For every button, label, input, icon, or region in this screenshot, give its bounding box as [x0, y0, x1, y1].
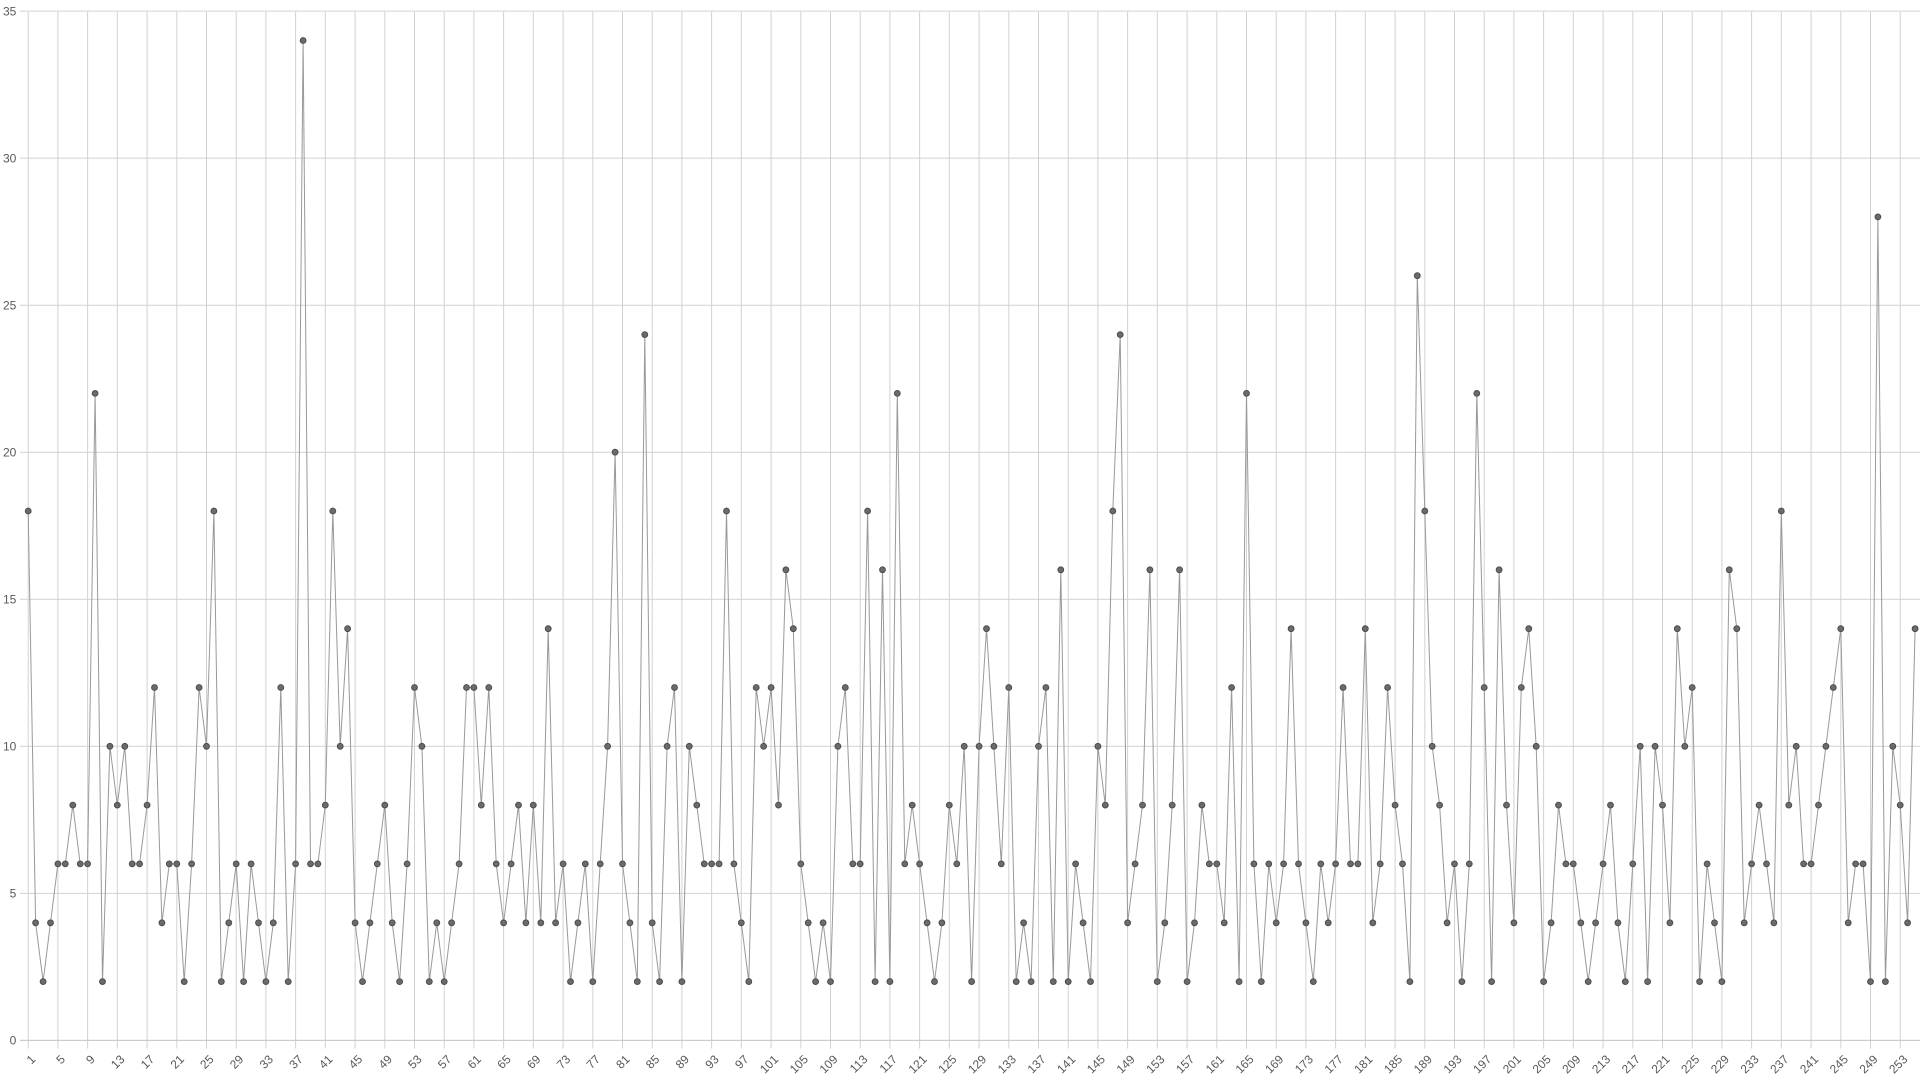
svg-text:129: 129	[965, 1052, 989, 1076]
svg-text:133: 133	[995, 1052, 1019, 1076]
svg-text:93: 93	[702, 1052, 722, 1072]
svg-text:57: 57	[435, 1052, 455, 1072]
svg-text:53: 53	[405, 1052, 425, 1072]
svg-text:233: 233	[1738, 1052, 1762, 1076]
svg-text:193: 193	[1441, 1052, 1465, 1076]
svg-text:9: 9	[83, 1052, 98, 1067]
svg-text:213: 213	[1589, 1052, 1613, 1076]
svg-text:197: 197	[1470, 1052, 1494, 1076]
svg-text:137: 137	[1025, 1052, 1049, 1076]
svg-text:5: 5	[53, 1052, 68, 1067]
svg-text:249: 249	[1857, 1052, 1881, 1076]
svg-text:29: 29	[227, 1052, 247, 1072]
svg-text:117: 117	[877, 1052, 901, 1076]
svg-text:221: 221	[1649, 1052, 1673, 1076]
svg-text:157: 157	[1173, 1052, 1197, 1076]
svg-text:217: 217	[1619, 1052, 1643, 1076]
svg-text:45: 45	[346, 1052, 366, 1072]
svg-text:89: 89	[673, 1052, 693, 1072]
svg-text:0: 0	[10, 1034, 17, 1048]
svg-text:13: 13	[108, 1052, 128, 1072]
svg-text:201: 201	[1500, 1052, 1524, 1076]
svg-text:145: 145	[1084, 1052, 1108, 1076]
svg-text:41: 41	[316, 1052, 336, 1072]
svg-text:177: 177	[1322, 1052, 1346, 1076]
svg-text:49: 49	[376, 1052, 396, 1072]
svg-text:61: 61	[465, 1052, 485, 1072]
svg-text:225: 225	[1678, 1052, 1702, 1076]
svg-text:35: 35	[3, 4, 17, 18]
svg-text:81: 81	[613, 1052, 633, 1072]
svg-text:85: 85	[643, 1052, 663, 1072]
svg-text:241: 241	[1797, 1052, 1821, 1076]
svg-text:65: 65	[494, 1052, 514, 1072]
svg-text:165: 165	[1233, 1052, 1257, 1076]
svg-text:229: 229	[1708, 1052, 1732, 1076]
svg-text:25: 25	[197, 1052, 217, 1072]
svg-text:1: 1	[24, 1052, 39, 1067]
svg-text:173: 173	[1292, 1052, 1316, 1076]
svg-text:21: 21	[168, 1052, 188, 1072]
svg-text:73: 73	[554, 1052, 574, 1072]
svg-text:161: 161	[1203, 1052, 1227, 1076]
svg-text:185: 185	[1381, 1052, 1405, 1076]
svg-text:17: 17	[138, 1052, 158, 1072]
svg-text:181: 181	[1351, 1052, 1375, 1076]
svg-text:33: 33	[257, 1052, 277, 1072]
svg-text:15: 15	[3, 593, 17, 607]
svg-text:253: 253	[1886, 1052, 1910, 1076]
svg-text:121: 121	[906, 1052, 930, 1076]
svg-text:209: 209	[1559, 1052, 1583, 1076]
svg-text:109: 109	[817, 1052, 841, 1076]
svg-text:69: 69	[524, 1052, 544, 1072]
svg-text:5: 5	[10, 887, 17, 901]
svg-text:237: 237	[1767, 1052, 1791, 1076]
svg-text:125: 125	[935, 1052, 959, 1076]
svg-text:141: 141	[1054, 1052, 1078, 1076]
svg-text:205: 205	[1530, 1052, 1554, 1076]
svg-text:113: 113	[847, 1052, 871, 1076]
svg-text:105: 105	[787, 1052, 811, 1076]
svg-text:20: 20	[3, 445, 17, 459]
svg-text:169: 169	[1262, 1052, 1286, 1076]
svg-text:189: 189	[1411, 1052, 1435, 1076]
svg-text:97: 97	[732, 1052, 752, 1072]
svg-text:153: 153	[1143, 1052, 1167, 1076]
svg-text:101: 101	[757, 1052, 781, 1076]
svg-text:149: 149	[1114, 1052, 1138, 1076]
svg-text:30: 30	[3, 151, 17, 165]
svg-text:25: 25	[3, 298, 17, 312]
svg-text:245: 245	[1827, 1052, 1851, 1076]
svg-text:37: 37	[286, 1052, 306, 1072]
svg-text:10: 10	[3, 740, 17, 754]
svg-text:77: 77	[584, 1052, 604, 1072]
